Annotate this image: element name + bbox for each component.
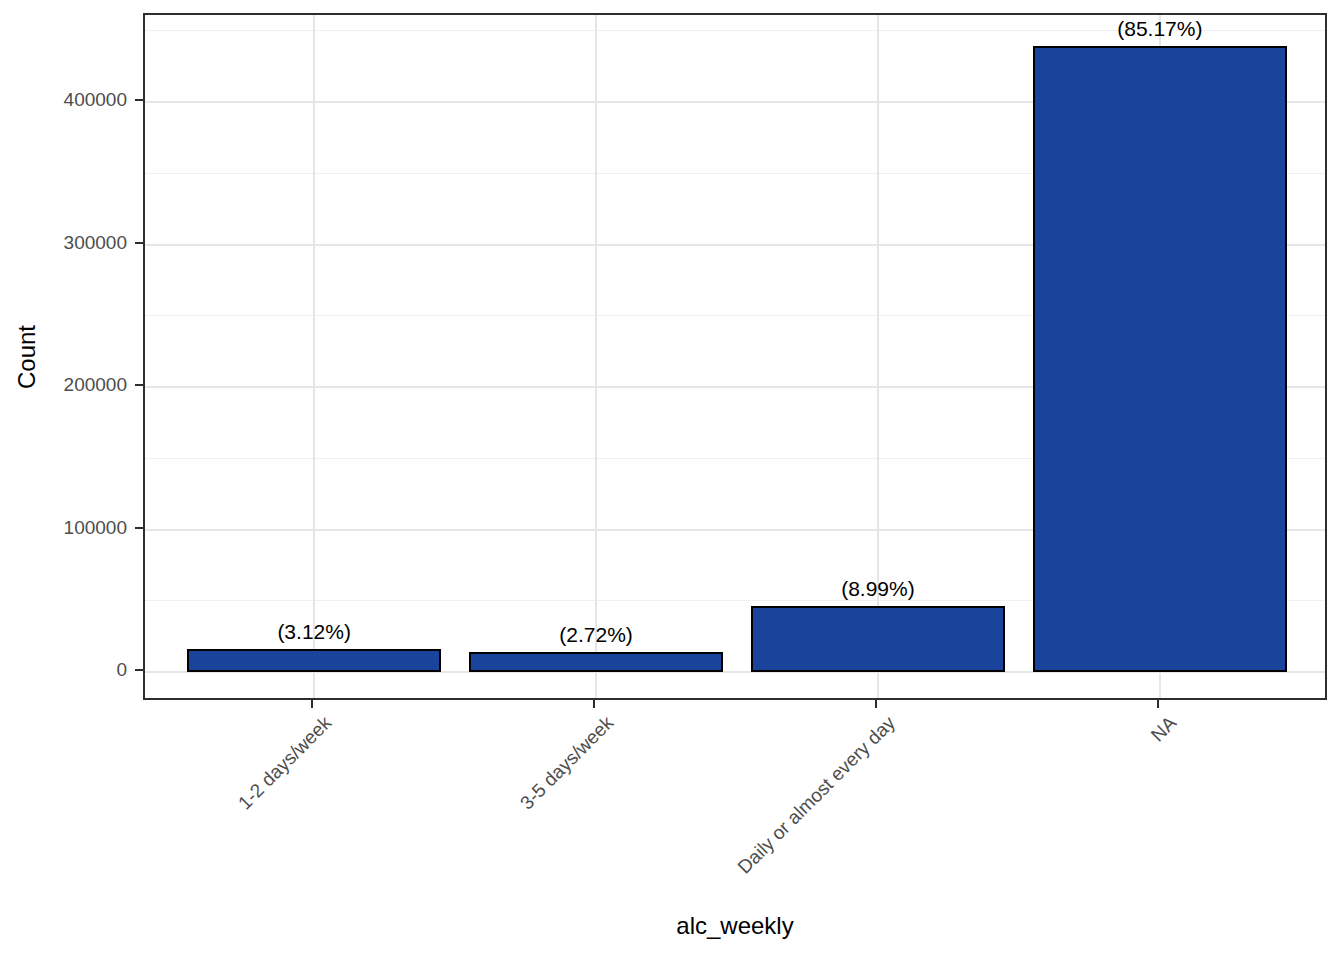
- y-axis-tick: [135, 669, 143, 671]
- y-axis-tick: [135, 242, 143, 244]
- x-tick-label: NA: [1147, 712, 1181, 746]
- y-tick-label: 0: [116, 659, 127, 681]
- y-axis-title: Count: [13, 324, 41, 388]
- x-axis-tick: [1157, 700, 1159, 708]
- bar: [1033, 46, 1287, 672]
- x-axis-title: alc_weekly: [676, 912, 793, 940]
- bar: [469, 652, 723, 672]
- y-axis-tick: [135, 527, 143, 529]
- x-tick-label: 3-5 days/week: [515, 712, 617, 814]
- bar: [751, 606, 1005, 672]
- x-tick-label: 1-2 days/week: [234, 712, 336, 814]
- y-tick-label: 400000: [64, 89, 127, 111]
- y-axis-tick: [135, 99, 143, 101]
- y-tick-label: 300000: [64, 232, 127, 254]
- plot-panel: (3.12%) (2.72%) (8.99%) (85.17%): [143, 13, 1327, 700]
- x-axis-tick: [311, 700, 313, 708]
- bar-value-label: (8.99%): [841, 578, 915, 600]
- y-tick-label: 100000: [64, 517, 127, 539]
- bar: [187, 649, 441, 672]
- gridline-vertical: [313, 15, 315, 698]
- bar-chart: (3.12%) (2.72%) (8.99%) (85.17%) Count alc_…: [0, 0, 1344, 960]
- y-axis-tick: [135, 384, 143, 386]
- bar-value-label: (85.17%): [1117, 18, 1202, 40]
- x-axis-tick: [875, 700, 877, 708]
- x-axis-tick: [593, 700, 595, 708]
- gridline-vertical: [595, 15, 597, 698]
- x-tick-label: Daily or almost every day: [733, 712, 899, 878]
- bar-value-label: (2.72%): [559, 624, 633, 646]
- bar-value-label: (3.12%): [277, 621, 351, 643]
- y-tick-label: 200000: [64, 374, 127, 396]
